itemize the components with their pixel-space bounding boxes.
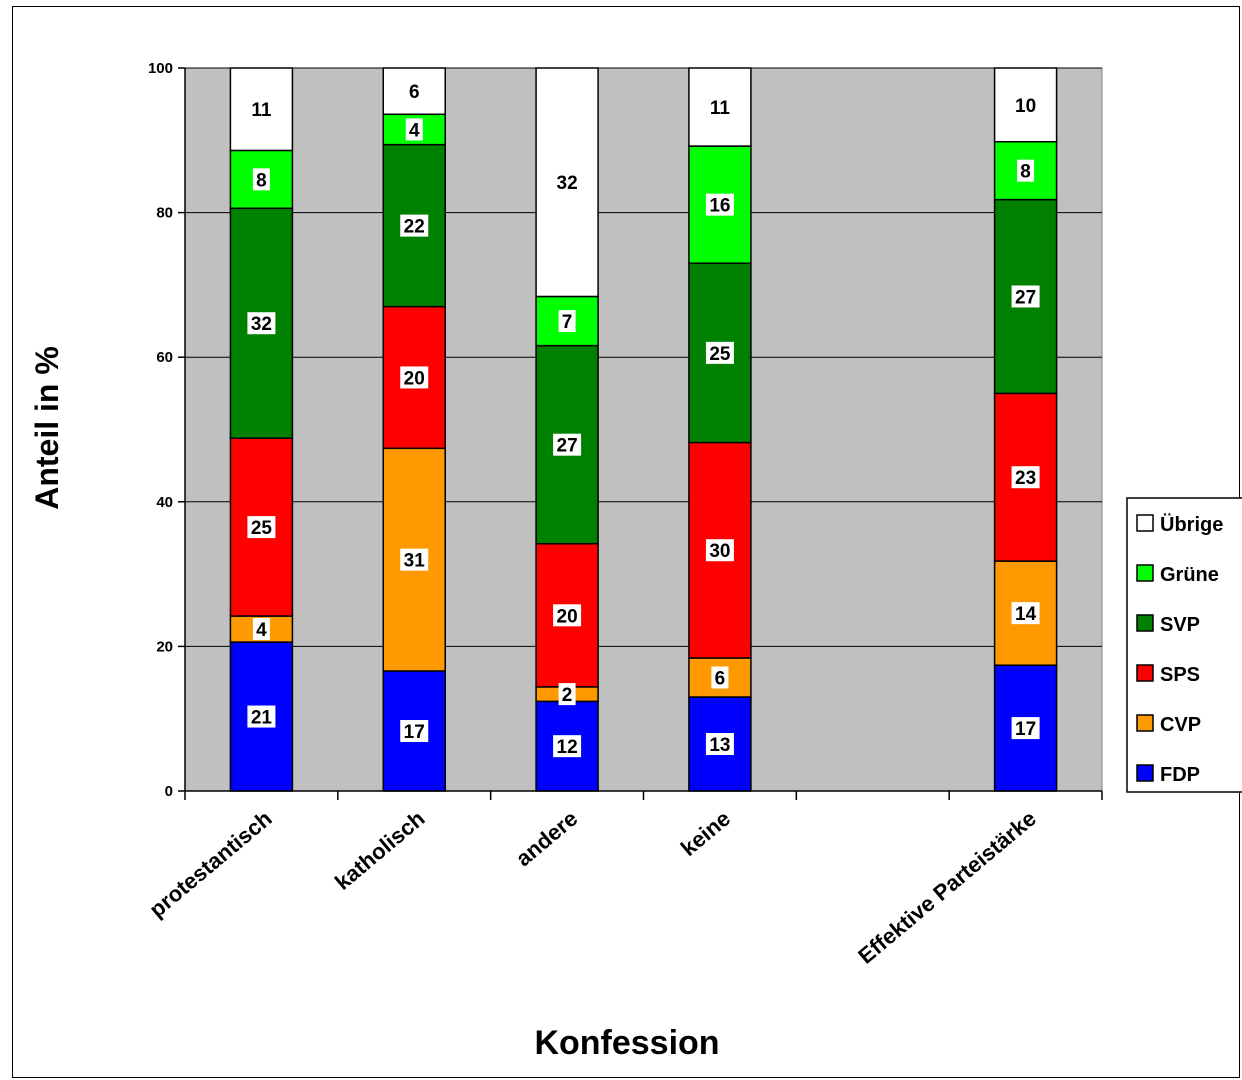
legend-label: FDP <box>1160 764 1200 786</box>
legend-swatch <box>1136 614 1154 632</box>
data-label: 11 <box>251 100 272 121</box>
legend-label: SVP <box>1160 614 1200 636</box>
data-label-bg <box>400 366 429 389</box>
data-label-bg <box>247 705 276 728</box>
y-tick-label: 80 <box>156 205 173 222</box>
data-label: 13 <box>709 735 730 756</box>
data-label-bg <box>553 604 582 627</box>
data-label: 31 <box>404 551 426 572</box>
gridlines <box>185 67 1102 647</box>
data-label-bg <box>400 548 429 571</box>
y-tick-label: 40 <box>156 494 173 511</box>
x-tick-label: Effektive Parteistärke <box>853 806 1041 969</box>
data-label: 20 <box>404 368 425 389</box>
data-label-bg <box>705 96 734 119</box>
plot-area <box>184 67 1103 792</box>
data-label-bg <box>553 433 582 456</box>
data-label: 17 <box>1015 719 1036 740</box>
y-tick-labels: 0 20 40 60 80 100 <box>148 60 173 800</box>
data-label-bg <box>711 666 729 689</box>
data-label-bg <box>1017 159 1035 182</box>
data-label: 4 <box>409 120 420 141</box>
legend-swatch <box>1136 564 1154 582</box>
legend-swatch <box>1136 664 1154 682</box>
y-tick-label: 20 <box>156 638 173 655</box>
data-label-bg <box>252 168 270 191</box>
data-label: 25 <box>709 344 731 365</box>
data-label: 14 <box>1015 604 1037 625</box>
y-tick-label: 60 <box>156 349 173 366</box>
data-label-bg <box>558 310 576 333</box>
data-label-bg <box>247 98 276 121</box>
data-label: 7 <box>562 312 573 333</box>
bar-segment <box>535 67 599 298</box>
data-label-bg <box>553 171 582 194</box>
legend-swatch <box>1136 514 1154 532</box>
legend-label: SPS <box>1160 664 1200 686</box>
x-tick-label: protestantisch <box>144 806 276 923</box>
data-label-bg <box>247 516 276 539</box>
data-label: 11 <box>710 98 731 119</box>
y-tick-label: 100 <box>148 60 173 77</box>
data-label-bg <box>1011 717 1040 740</box>
data-label-bg <box>400 214 429 237</box>
data-label: 32 <box>557 173 578 194</box>
legend-box <box>1126 497 1242 793</box>
legend: Übrige Grüne SVP SPS CVP FDP <box>1126 497 1242 793</box>
data-label: 10 <box>1015 96 1036 117</box>
x-tick-label: keine <box>676 806 735 861</box>
data-label-bg <box>1011 602 1040 625</box>
data-label: 12 <box>557 737 578 758</box>
legend-swatch <box>1136 714 1154 732</box>
data-label-bg <box>705 539 734 562</box>
x-axis-title: Konfession <box>534 1024 719 1062</box>
x-tick-labels: protestantisch katholisch andere keine Effek… <box>144 806 1040 969</box>
x-tick-label: katholisch <box>330 806 429 895</box>
data-label-bg <box>705 341 734 364</box>
data-label: 6 <box>409 82 420 103</box>
data-label-bg <box>1011 466 1040 489</box>
data-label-bg <box>252 618 270 641</box>
data-label: 6 <box>715 668 726 689</box>
data-label: 21 <box>251 708 273 729</box>
data-label-bg <box>705 733 734 756</box>
axes <box>178 67 1103 800</box>
x-tick-label: andere <box>511 806 582 872</box>
data-label-bg <box>1011 93 1040 116</box>
legend-label: CVP <box>1160 714 1201 736</box>
data-label: 17 <box>404 722 425 743</box>
data-label-bg <box>247 312 276 335</box>
data-label-bg <box>705 193 734 216</box>
data-label-bg <box>553 735 582 758</box>
data-label-bg <box>400 719 429 742</box>
legend-swatch <box>1136 764 1154 782</box>
legend-label: Grüne <box>1160 564 1219 586</box>
data-label-bg <box>1011 285 1040 308</box>
data-label: 4 <box>256 620 267 641</box>
data-label: 8 <box>256 170 267 191</box>
data-label: 2 <box>562 685 573 706</box>
data-label-bg <box>558 683 576 706</box>
y-tick-label: 0 <box>165 783 173 800</box>
bars: 21 4 25 32 8 11 17 31 20 22 4 6 12 2 20 27 7 32 13 6 30 25 16 1… <box>229 67 1058 792</box>
legend-label: Übrige <box>1160 513 1223 536</box>
data-label: 8 <box>1020 162 1031 183</box>
bar-segment <box>382 67 446 116</box>
data-label: 32 <box>251 314 272 335</box>
data-label: 22 <box>404 217 425 238</box>
data-label: 30 <box>709 541 730 562</box>
data-label: 25 <box>251 518 273 539</box>
data-label-bg <box>405 118 423 141</box>
bar-segment <box>688 67 752 147</box>
y-axis-title: Anteil in % <box>29 346 65 510</box>
data-label: 16 <box>709 196 730 217</box>
data-label: 27 <box>1015 287 1036 308</box>
data-label-bg <box>405 80 423 103</box>
data-label: 23 <box>1015 468 1036 489</box>
data-label: 27 <box>557 436 578 457</box>
data-label: 20 <box>557 606 578 627</box>
